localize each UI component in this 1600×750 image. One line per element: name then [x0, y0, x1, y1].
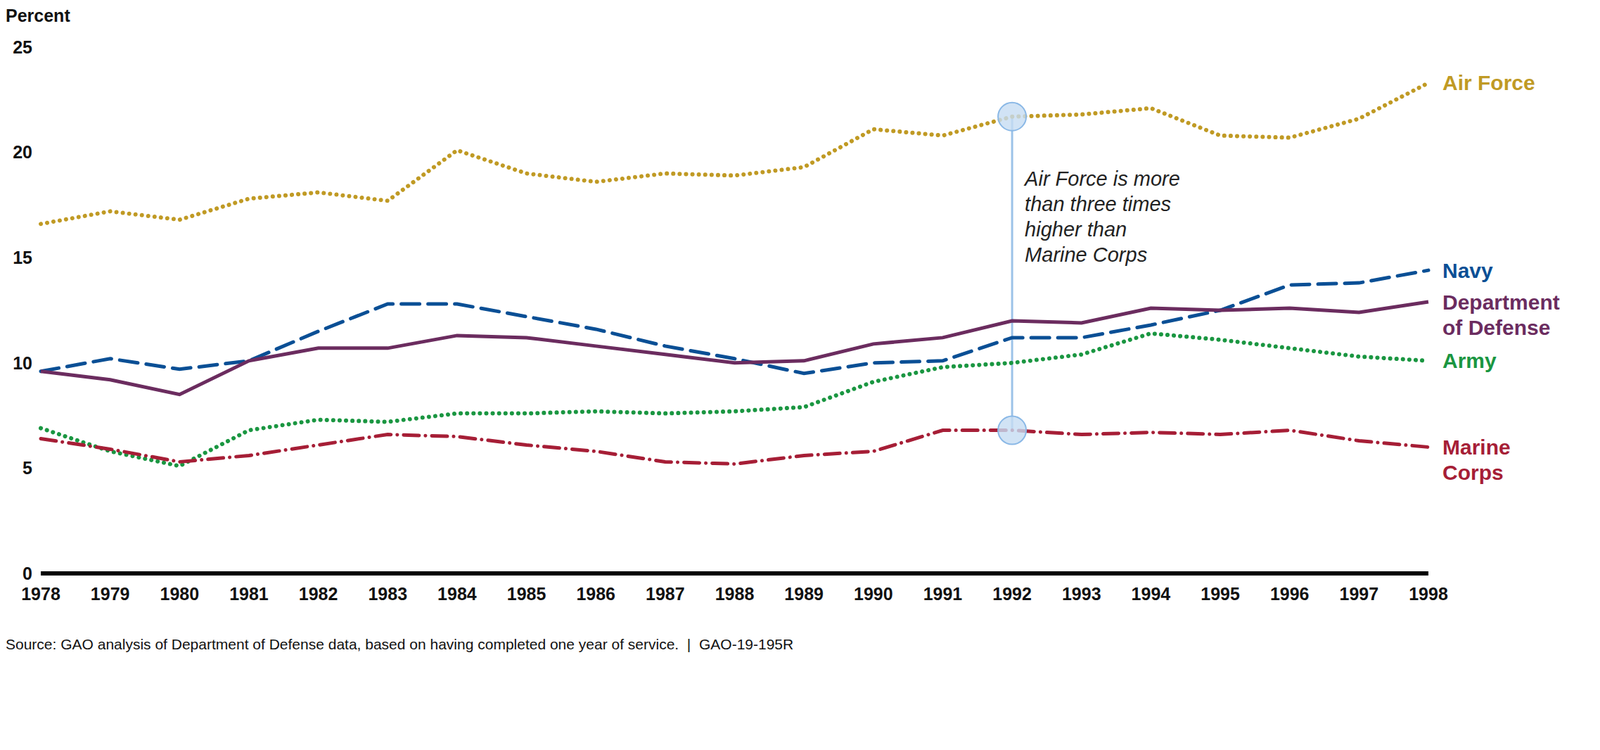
- svg-text:1979: 1979: [90, 583, 131, 604]
- svg-text:1991: 1991: [923, 583, 963, 604]
- svg-text:than three times: than three times: [1024, 192, 1171, 216]
- svg-text:Corps: Corps: [1442, 460, 1504, 484]
- svg-text:of Defense: of Defense: [1442, 315, 1551, 339]
- svg-text:1980: 1980: [159, 583, 200, 604]
- svg-text:20: 20: [12, 142, 33, 162]
- html-text:Percent: Percent: [5, 5, 71, 26]
- svg-text:15: 15: [12, 247, 33, 268]
- svg-text:1981: 1981: [229, 583, 269, 604]
- svg-text:1978: 1978: [21, 583, 61, 604]
- svg-text:1985: 1985: [507, 583, 547, 604]
- svg-text:Marine Corps: Marine Corps: [1024, 243, 1148, 266]
- svg-text:1995: 1995: [1200, 583, 1240, 604]
- svg-text:1983: 1983: [367, 583, 408, 604]
- svg-text:1989: 1989: [784, 583, 824, 604]
- svg-text:Marine: Marine: [1442, 435, 1511, 459]
- svg-text:1987: 1987: [645, 583, 686, 604]
- svg-text:1990: 1990: [853, 583, 894, 604]
- svg-text:10: 10: [12, 353, 33, 373]
- svg-text:0: 0: [22, 563, 33, 584]
- svg-text:1998: 1998: [1408, 583, 1449, 604]
- svg-text:1988: 1988: [715, 583, 755, 604]
- svg-text:1986: 1986: [576, 583, 616, 604]
- svg-text:5: 5: [22, 457, 33, 478]
- html-text:Source: GAO analysis of Depart: Source: GAO analysis of Department of De…: [5, 635, 794, 652]
- svg-text:Air Force is more: Air Force is more: [1023, 167, 1181, 190]
- svg-text:1984: 1984: [437, 583, 477, 604]
- svg-text:1996: 1996: [1270, 583, 1310, 604]
- svg-text:1997: 1997: [1339, 583, 1380, 604]
- svg-text:1982: 1982: [298, 583, 339, 604]
- svg-text:1993: 1993: [1061, 583, 1102, 604]
- svg-text:Department: Department: [1442, 290, 1560, 314]
- svg-text:25: 25: [12, 37, 33, 57]
- svg-text:Air Force: Air Force: [1442, 71, 1536, 95]
- svg-text:Navy: Navy: [1442, 258, 1494, 283]
- svg-text:higher than: higher than: [1024, 218, 1127, 241]
- svg-text:1992: 1992: [992, 583, 1032, 604]
- svg-text:Army: Army: [1442, 348, 1497, 373]
- svg-text:1994: 1994: [1131, 583, 1171, 604]
